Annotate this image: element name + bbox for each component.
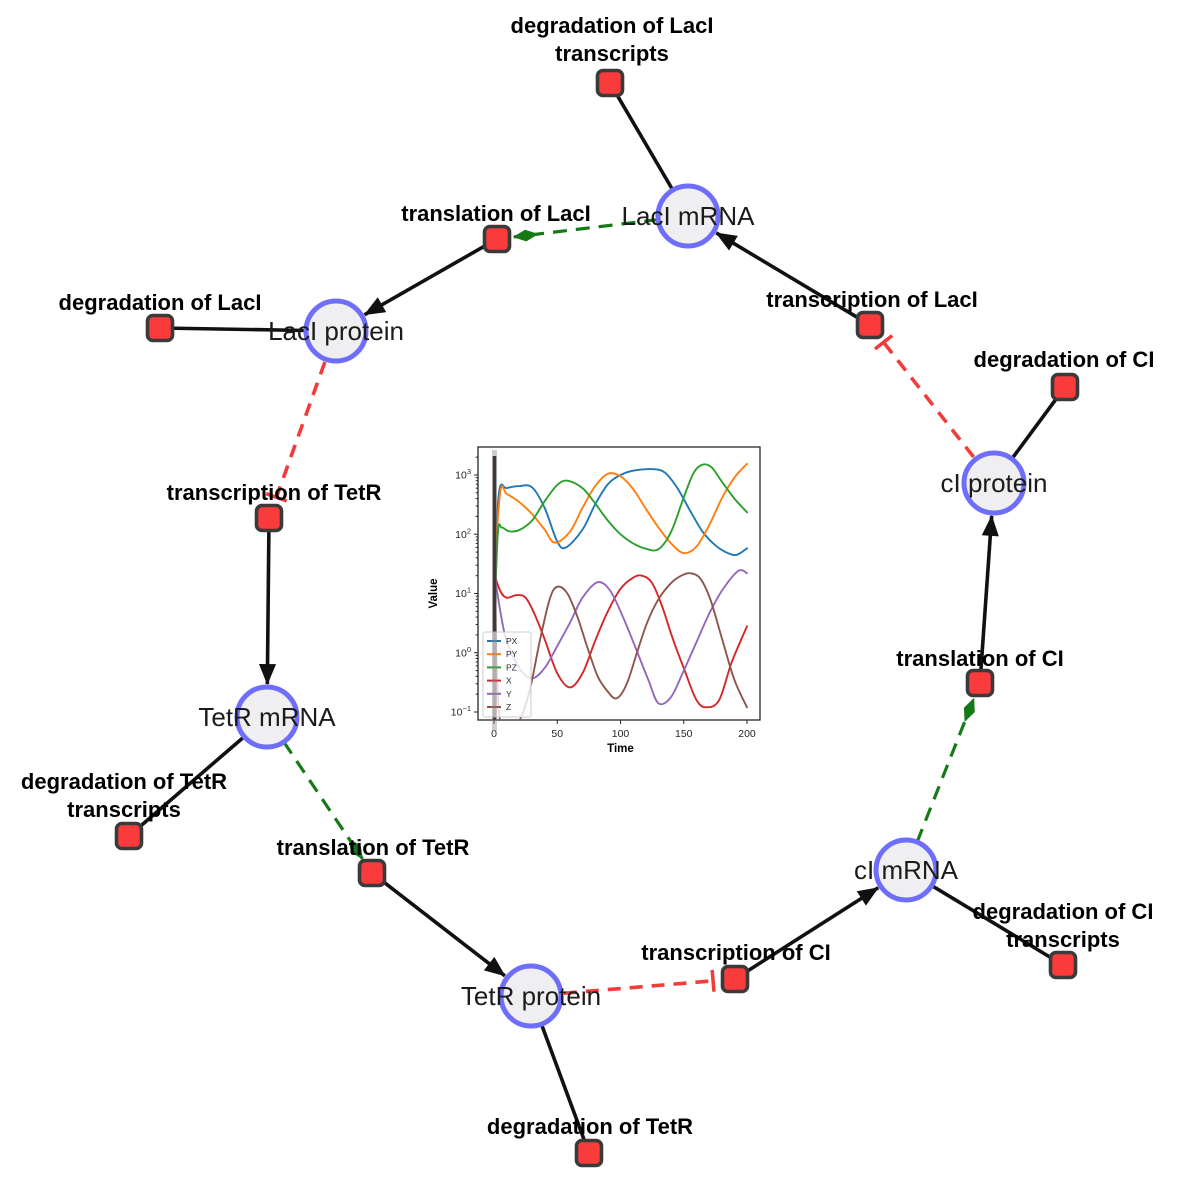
legend-label-PY: PY [506, 649, 518, 659]
legend-label-Z: Z [506, 702, 511, 712]
chart-legend: PX PY PZ XYZ [482, 631, 532, 718]
reaction-label-txn-ci: transcription of CI [641, 940, 830, 965]
reaction-label-deg-laci-tx: degradation of LacI transcripts [511, 13, 714, 66]
reaction-label-deg-ci: degradation of CI [974, 347, 1155, 372]
x-tick-label-0: 0 [491, 728, 497, 740]
reaction-node-deg-ci[interactable] [1050, 372, 1080, 402]
legend-item-PY: PY [487, 649, 518, 659]
edges-layer [127, 82, 1067, 1154]
reaction-node-txn-laci[interactable] [855, 310, 885, 340]
species-label-laci-protein: LacI protein [268, 316, 404, 346]
legend-label-X: X [506, 676, 512, 686]
legend-label-PZ: PZ [506, 662, 517, 672]
edge-inhibition-tetr-protein-to-txn-ci [563, 969, 716, 996]
species-label-ci-mrna: cI mRNA [854, 855, 959, 885]
reaction-label-deg-ci-tx: degradation of CI transcripts [973, 899, 1154, 952]
y-tick-label-1e3: 103 [455, 467, 471, 482]
species-node-tetr-mrna[interactable] [234, 684, 300, 750]
reaction-label-deg-tetr: degradation of TetR [487, 1114, 693, 1139]
series-line-PZ [493, 463, 748, 636]
legend-item-PZ: PZ [487, 662, 517, 672]
reaction-node-transl-laci[interactable] [482, 224, 512, 254]
reaction-node-deg-laci-tx[interactable] [595, 68, 625, 98]
reaction-label-transl-ci: translation of CI [896, 646, 1063, 671]
series-line-Z [493, 570, 748, 719]
legend-label-PX: PX [506, 636, 518, 646]
reaction-label-deg-laci: degradation of LacI [59, 290, 262, 315]
edge-production-transl-ci-to-ci-protein [979, 514, 999, 671]
edge-consumption-laci-mrna-to-deg-laci-tx [608, 82, 675, 192]
legend-item-Z: Z [487, 702, 511, 712]
reaction-node-deg-tetr-tx[interactable] [114, 821, 144, 851]
edge-modifier-laci-mrna-to-transl-laci [512, 217, 659, 242]
chart-xlabel: Time [607, 743, 634, 755]
legend-item-PX: PX [487, 636, 518, 646]
reaction-node-transl-tetr[interactable] [357, 858, 387, 888]
species-node-ci-protein[interactable] [961, 450, 1027, 516]
reaction-node-deg-laci[interactable] [145, 313, 175, 343]
y-tick-label-1e2: 102 [455, 526, 471, 541]
series-line-PX [493, 468, 748, 577]
species-label-tetr-mrna: TetR mRNA [198, 702, 336, 732]
species-label-ci-protein: cI protein [941, 468, 1048, 498]
species-label-tetr-protein: TetR protein [461, 981, 601, 1011]
reaction-node-deg-ci-tx[interactable] [1048, 950, 1078, 980]
edge-production-txn-laci-to-laci-mrna [715, 231, 860, 320]
edge-modifier-tetr-mrna-to-transl-tetr [282, 740, 364, 860]
reaction-label-deg-tetr-tx: degradation of TetR transcripts [21, 769, 227, 822]
edge-consumption-ci-mrna-to-deg-ci-tx [930, 883, 1064, 967]
y-tick-label-1e0: 100 [455, 645, 471, 660]
x-tick-label-100: 100 [612, 728, 630, 740]
chart-ylabel: Value [428, 578, 440, 608]
x-tick-label-200: 200 [738, 728, 756, 740]
reaction-label-txn-laci: transcription of LacI [766, 287, 977, 312]
reaction-node-transl-ci[interactable] [965, 668, 995, 698]
edge-consumption-tetr-protein-to-deg-tetr [539, 1023, 591, 1154]
reaction-node-deg-tetr[interactable] [574, 1138, 604, 1168]
species-node-ci-mrna[interactable] [873, 837, 939, 903]
x-tick-label-150: 150 [675, 728, 693, 740]
chart-axes-frame [477, 446, 761, 721]
legend-item-Y: Y [487, 689, 512, 699]
reaction-label-txn-tetr: transcription of TetR [167, 480, 382, 505]
edge-inhibition-ci-protein-to-txn-laci [873, 334, 976, 459]
series-line-PY [493, 462, 748, 577]
y-tick-label-1e1: 101 [455, 586, 471, 601]
edge-production-transl-laci-to-laci-protein [363, 243, 487, 317]
edge-modifier-ci-mrna-to-transl-ci [915, 697, 976, 843]
species-node-laci-protein[interactable] [303, 298, 369, 364]
chart-axis-ticks: 103 102 101 100 10−1 0 50 100 150 200 [451, 456, 756, 740]
reaction-label-transl-laci: translation of LacI [401, 201, 590, 226]
legend-item-X: X [487, 676, 512, 686]
edge-inhibition-laci-protein-to-txn-tetr [265, 361, 327, 503]
labels-layer: LacI mRNA LacI protein TetR mRNA TetR prote… [21, 13, 1155, 1139]
nodes-layer [114, 68, 1080, 1168]
edge-consumption-tetr-mrna-to-deg-tetr-tx [127, 735, 246, 838]
reaction-label-transl-tetr: translation of TetR [277, 835, 470, 860]
edge-production-transl-tetr-to-tetr-protein [381, 879, 506, 978]
species-node-tetr-protein[interactable] [498, 963, 564, 1029]
initial-time-band [492, 450, 497, 731]
reaction-node-txn-tetr[interactable] [254, 503, 284, 533]
edge-consumption-laci-protein-to-deg-laci [159, 326, 307, 333]
y-tick-label-1e-1: 10−1 [451, 704, 471, 719]
x-tick-label-50: 50 [551, 728, 563, 740]
edge-production-txn-tetr-to-tetr-mrna [258, 530, 277, 685]
reaction-node-txn-ci[interactable] [720, 964, 750, 994]
species-node-laci-mrna[interactable] [655, 183, 721, 249]
edge-production-txn-ci-to-ci-mrna [744, 886, 880, 974]
legend-label-Y: Y [506, 689, 512, 699]
species-label-laci-mrna: LacI mRNA [622, 201, 756, 231]
